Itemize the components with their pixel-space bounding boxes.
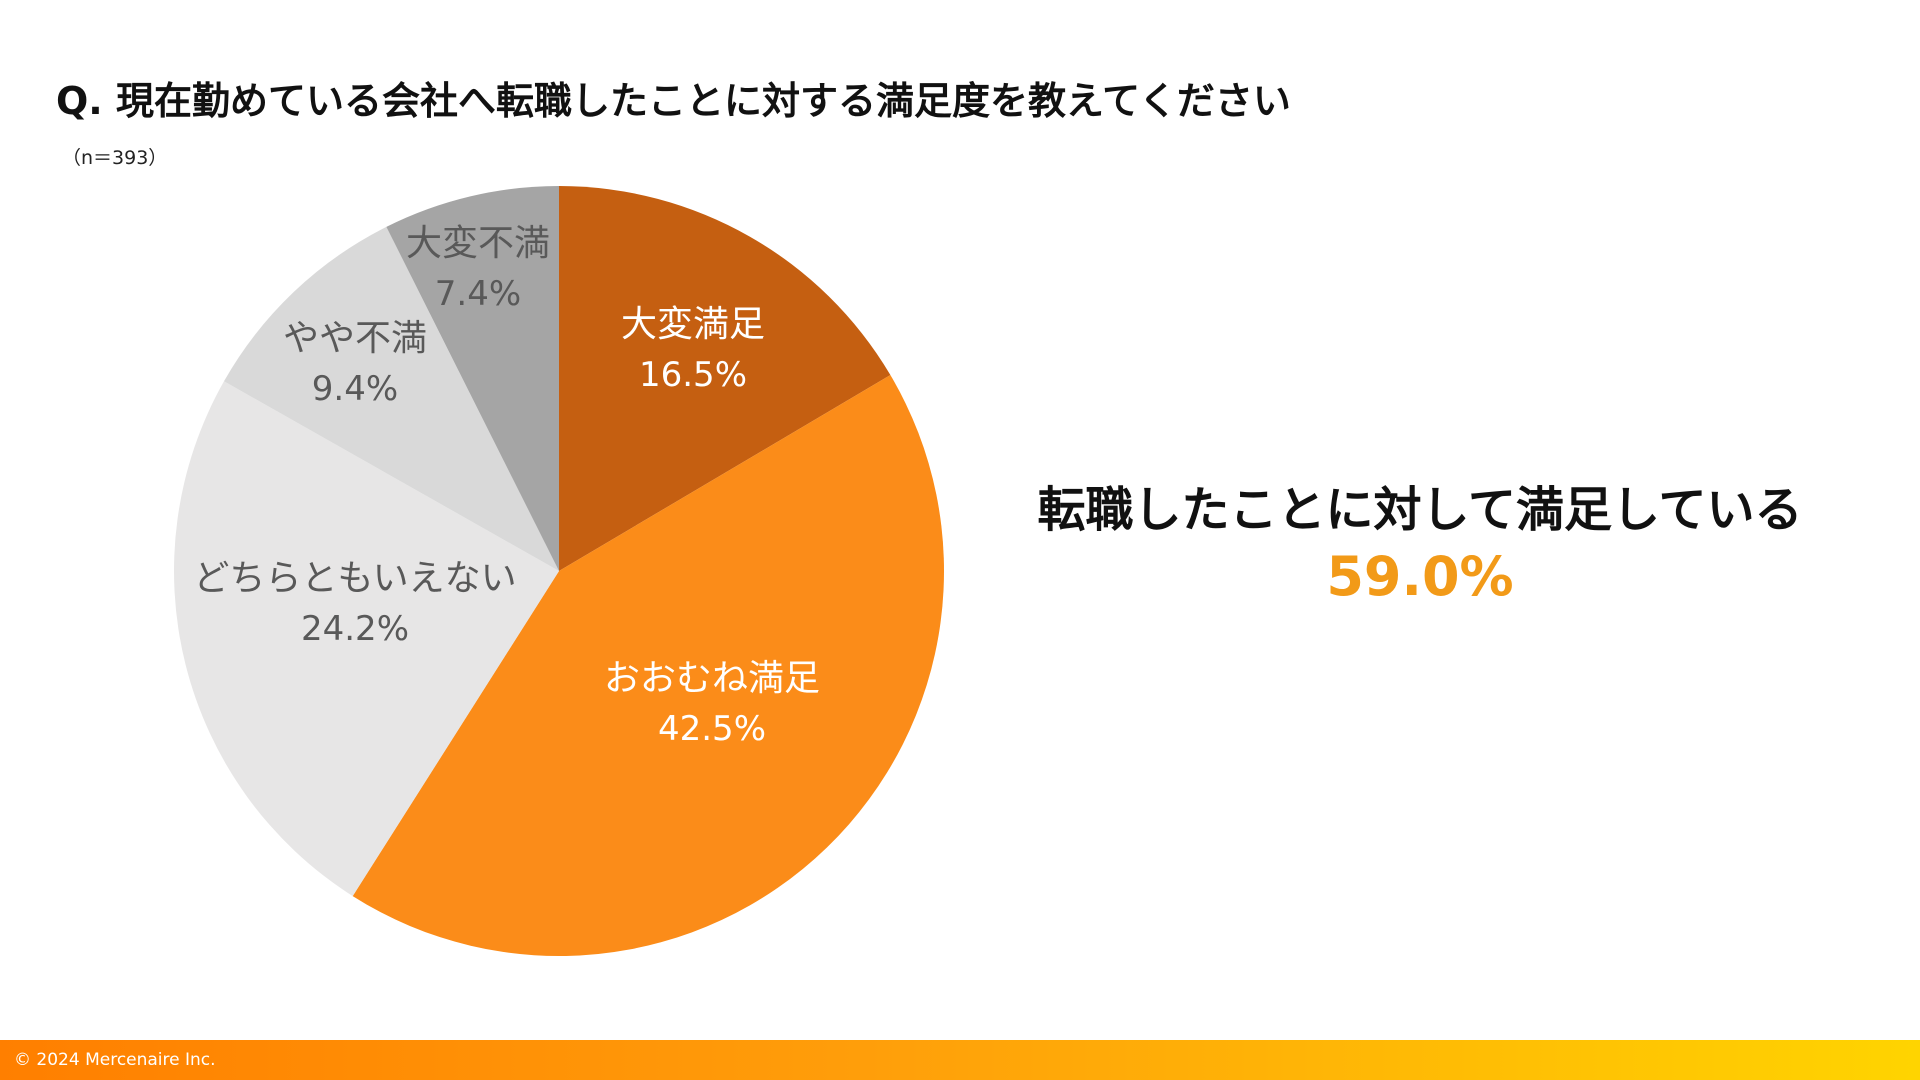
slice-value-label: 7.4% — [435, 274, 521, 314]
pie-slice — [386, 186, 559, 571]
summary: 転職したことに対して満足している 59.0% — [1030, 480, 1810, 612]
slice-value-label: 9.4% — [312, 369, 398, 409]
pie-slice — [173, 381, 559, 897]
footer-bar: © 2024 Mercenaire Inc. — [0, 1040, 1920, 1080]
pie-slice — [559, 186, 891, 571]
question-title: Q. 現在勤めている会社へ転職したことに対する満足度を教えてください — [56, 79, 1291, 123]
slice-label: どちらともいえない — [193, 558, 516, 599]
summary-label: 転職したことに対して満足している — [1037, 482, 1803, 538]
slice-value-label: 24.2% — [301, 609, 409, 649]
pie-slice — [352, 375, 945, 957]
summary-value: 59.0% — [1326, 545, 1514, 608]
slice-value-label: 16.5% — [639, 355, 747, 395]
slice-label: おおむね満足 — [604, 658, 820, 699]
pie-slice — [223, 226, 560, 571]
slice-value-label: 42.5% — [658, 709, 766, 749]
slice-label: 大変不満 — [406, 223, 550, 264]
slice-label: 大変満足 — [621, 304, 765, 345]
sample-size: （n＝393） — [62, 147, 168, 169]
slice-label: やや不満 — [283, 318, 427, 359]
footer-copyright: © 2024 Mercenaire Inc. — [14, 1050, 216, 1070]
